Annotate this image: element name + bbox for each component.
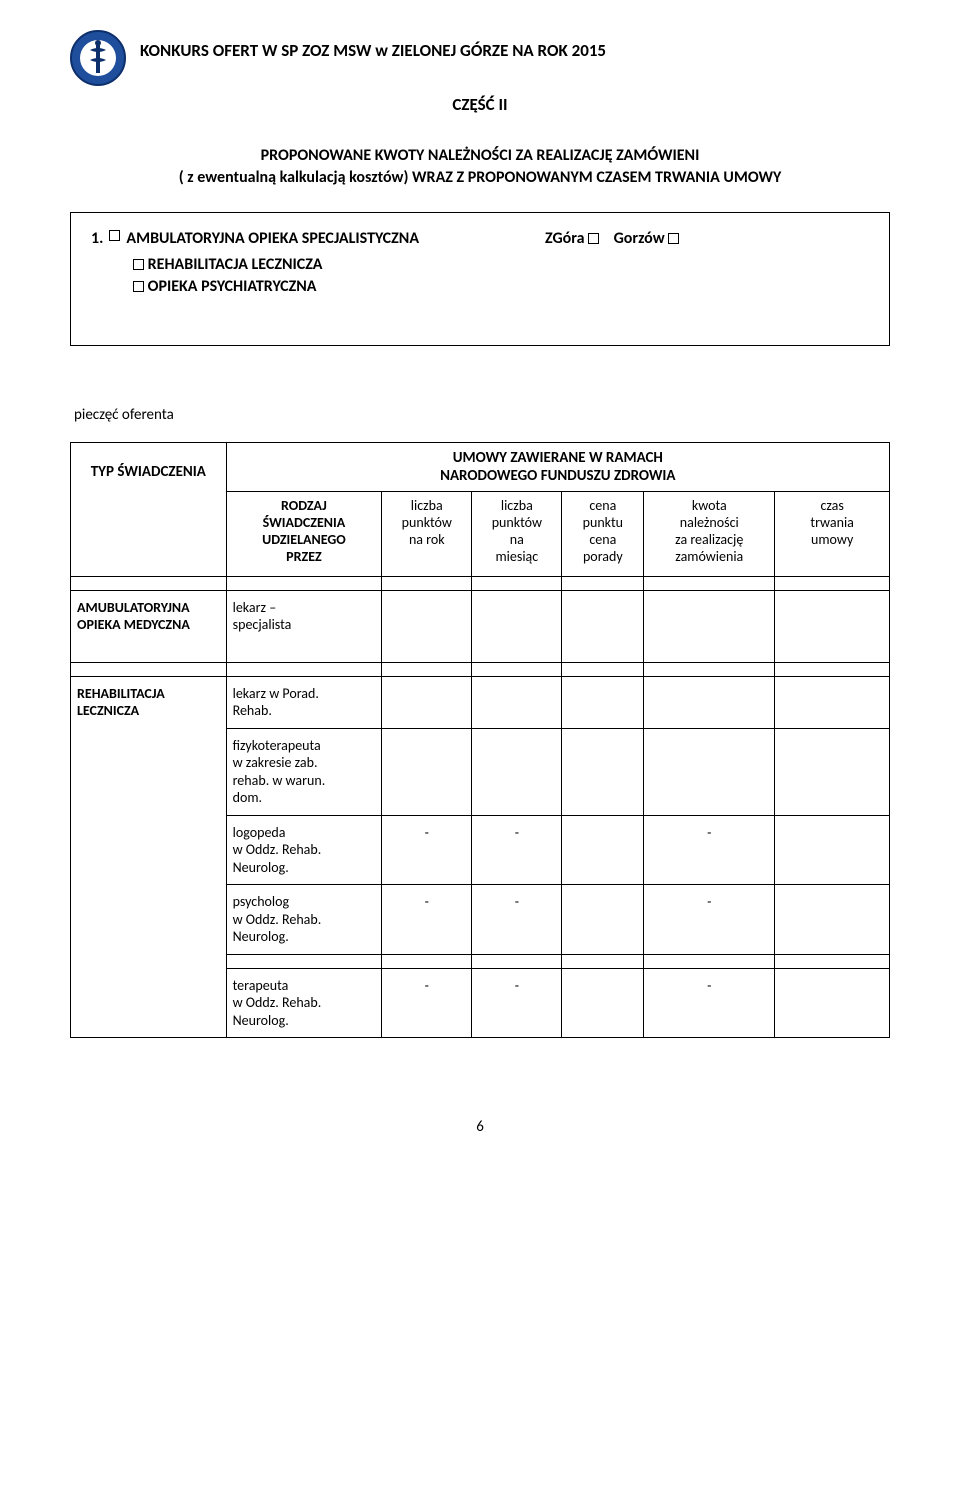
- checkbox-icon: [133, 259, 144, 270]
- col-lrok-head: liczba punktów na rok: [382, 492, 472, 576]
- checkbox-icon: [109, 230, 120, 241]
- dash-cell: -: [472, 885, 562, 955]
- col-rodzaj-head: RODZAJ ŚWIADCZENIA UDZIELANEGO PRZEZ: [226, 492, 382, 576]
- service-sub2-row: OPIEKA PSYCHIATRYCZNA: [133, 276, 869, 298]
- row-ambulatoryjna: AMUBULATORYJNA OPIEKA MEDYCZNA lekarz – …: [71, 590, 890, 662]
- dash-cell: -: [382, 885, 472, 955]
- main-table: TYP ŚWIADCZENIA UMOWY ZAWIERANE W RAMACH…: [70, 442, 890, 1038]
- service-sub1: REHABILITACJA LECZNICZA: [148, 255, 323, 274]
- intro-line1: PROPONOWANE KWOTY NALEŻNOŚCI ZA REALIZAC…: [70, 145, 890, 167]
- dash-cell: -: [382, 968, 472, 1038]
- col-typ-head: TYP ŚWIADCZENIA: [71, 443, 227, 576]
- header-title: KONKURS OFERT W SP ZOZ MSW w ZIELONEJ GÓ…: [140, 30, 606, 61]
- msw-logo-icon: [70, 30, 126, 86]
- cell-empty: [382, 590, 472, 662]
- rehab-r3: logopeda w Oddz. Rehab. Neurolog.: [226, 815, 382, 885]
- dash-cell: -: [472, 968, 562, 1038]
- col-kwota-head: kwota należności za realizację zamówieni…: [644, 492, 775, 576]
- dash-cell: -: [644, 815, 775, 885]
- dash-cell: -: [382, 815, 472, 885]
- agreements-head1: UMOWY ZAWIERANE W RAMACH: [453, 449, 663, 467]
- checkbox-icon: [668, 233, 679, 244]
- service-main: AMBULATORYJNA OPIEKA SPECJALISTYCZNA: [126, 229, 419, 248]
- service-box: 1. AMBULATORYJNA OPIEKA SPECJALISTYCZNA …: [70, 212, 890, 346]
- service-sub2: OPIEKA PSYCHIATRYCZNA: [148, 277, 317, 296]
- dash-cell: -: [472, 815, 562, 885]
- agreements-head-row: TYP ŚWIADCZENIA UMOWY ZAWIERANE W RAMACH…: [71, 443, 890, 492]
- rehab-r1: lekarz w Porad. Rehab.: [226, 676, 382, 728]
- cell-empty: [562, 590, 644, 662]
- intro-line2: ( z ewentualną kalkulacją kosztów) WRAZ …: [70, 167, 890, 189]
- col-czas-head: czas trwania umowy: [775, 492, 890, 576]
- dash-cell: -: [644, 885, 775, 955]
- rehab-r4: psycholog w Oddz. Rehab. Neurolog.: [226, 885, 382, 955]
- checkbox-icon: [588, 233, 599, 244]
- spacer-row: [71, 662, 890, 676]
- agreements-head: UMOWY ZAWIERANE W RAMACH NARODOWEGO FUND…: [226, 443, 889, 492]
- intro-block: PROPONOWANE KWOTY NALEŻNOŚCI ZA REALIZAC…: [70, 145, 890, 188]
- service-locs: ZGóra Gorzów: [545, 229, 679, 248]
- stamp-label: pieczęć oferenta: [74, 406, 890, 424]
- header-row: KONKURS OFERT W SP ZOZ MSW w ZIELONEJ GÓ…: [70, 30, 890, 86]
- col-typ-label: TYP ŚWIADCZENIA: [91, 463, 206, 481]
- col-lmies-head: liczba punktów na miesiąc: [472, 492, 562, 576]
- dash-cell: -: [644, 968, 775, 1038]
- row-amb-rodzaj: lekarz – specjalista: [226, 590, 382, 662]
- part-title: CZĘŚĆ II: [70, 94, 890, 115]
- col-cena-head: cena punktu cena porady: [562, 492, 644, 576]
- row-rehab-1: REHABILITACJA LECZNICZA lekarz w Porad. …: [71, 676, 890, 728]
- rehab-r2: fizykoterapeuta w zakresie zab. rehab. w…: [226, 728, 382, 815]
- loc1: ZGóra: [545, 229, 584, 248]
- service-sub1-row: REHABILITACJA LECZNICZA: [133, 254, 869, 276]
- cell-empty: [472, 590, 562, 662]
- page-number: 6: [70, 1118, 890, 1136]
- cell-empty: [644, 590, 775, 662]
- spacer-row: [71, 576, 890, 590]
- row-amb-label: AMUBULATORYJNA OPIEKA MEDYCZNA: [71, 590, 227, 662]
- service-line1: 1. AMBULATORYJNA OPIEKA SPECJALISTYCZNA …: [91, 229, 869, 248]
- rehab-r5: terapeuta w Oddz. Rehab. Neurolog.: [226, 968, 382, 1038]
- checkbox-icon: [133, 281, 144, 292]
- page: KONKURS OFERT W SP ZOZ MSW w ZIELONEJ GÓ…: [0, 0, 960, 1176]
- loc2: Gorzów: [614, 229, 665, 248]
- service-num: 1.: [91, 229, 103, 248]
- cell-empty: [775, 590, 890, 662]
- row-rehab-label: REHABILITACJA LECZNICZA: [71, 676, 227, 1038]
- agreements-head2: NARODOWEGO FUNDUSZU ZDROWIA: [440, 467, 675, 485]
